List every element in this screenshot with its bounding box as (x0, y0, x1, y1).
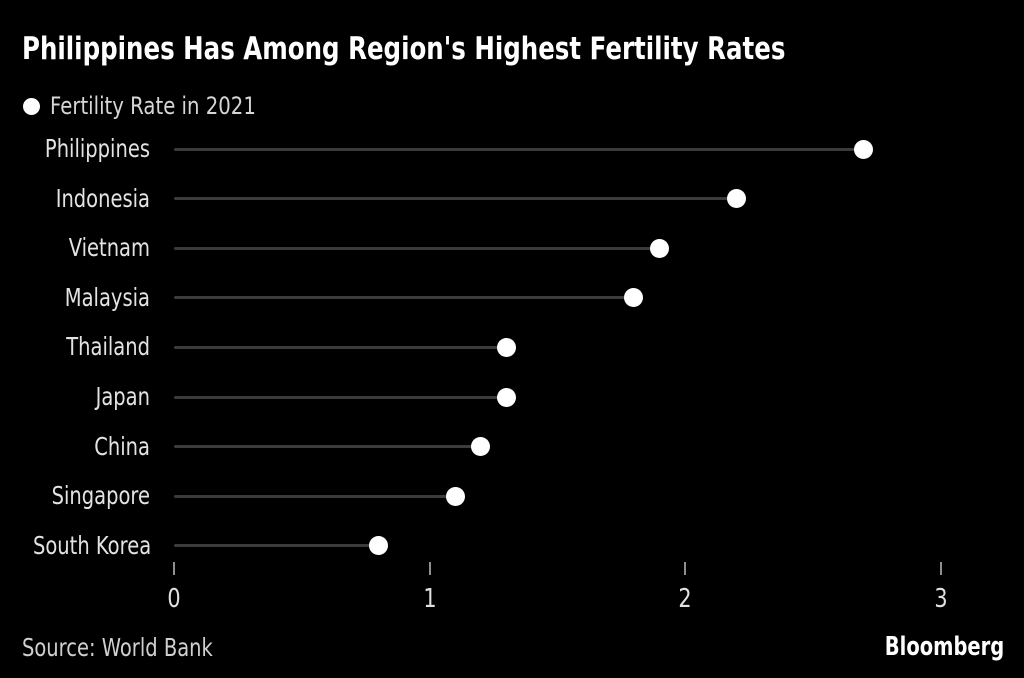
value-dot (445, 486, 465, 506)
category-label: Indonesia (55, 183, 150, 213)
value-stem (174, 147, 864, 151)
legend: Fertility Rate in 2021 (23, 92, 301, 120)
value-dot (624, 288, 644, 308)
x-tick-label: 0 (167, 584, 181, 614)
chart-title: Philippines Has Among Region's Highest F… (22, 31, 786, 67)
category-label: Vietnam (68, 233, 150, 263)
value-dot (726, 189, 746, 209)
value-dot (368, 536, 388, 556)
value-dot (496, 337, 516, 357)
value-stem (174, 197, 737, 201)
value-stem (174, 544, 379, 548)
value-stem (174, 395, 507, 399)
x-tick-mark (939, 562, 942, 575)
value-stem (174, 445, 481, 449)
value-dot (496, 387, 516, 407)
category-label: Singapore (51, 481, 150, 511)
x-tick-label: 3 (933, 584, 948, 614)
value-dot (854, 139, 874, 159)
x-tick-mark (173, 562, 175, 575)
value-dot (649, 238, 669, 258)
category-label: Malaysia (64, 282, 150, 312)
x-tick-label: 1 (422, 584, 437, 614)
legend-dot-icon (23, 97, 40, 115)
x-tick-label: 2 (678, 584, 692, 614)
value-stem (174, 246, 660, 250)
value-stem (174, 494, 456, 498)
category-label: Thailand (66, 332, 150, 362)
category-label: Philippines (44, 134, 150, 163)
category-label: South Korea (33, 530, 152, 560)
source-note: Source: World Bank (22, 633, 213, 662)
value-stem (174, 345, 507, 349)
legend-label: Fertility Rate in 2021 (50, 92, 256, 120)
value-dot (471, 437, 491, 457)
value-stem (174, 296, 634, 300)
category-label: China (94, 431, 150, 461)
bloomberg-logo: Bloomberg (884, 632, 1004, 662)
category-label: Japan (95, 382, 150, 411)
x-tick-mark (684, 562, 686, 575)
x-tick-mark (428, 562, 431, 575)
